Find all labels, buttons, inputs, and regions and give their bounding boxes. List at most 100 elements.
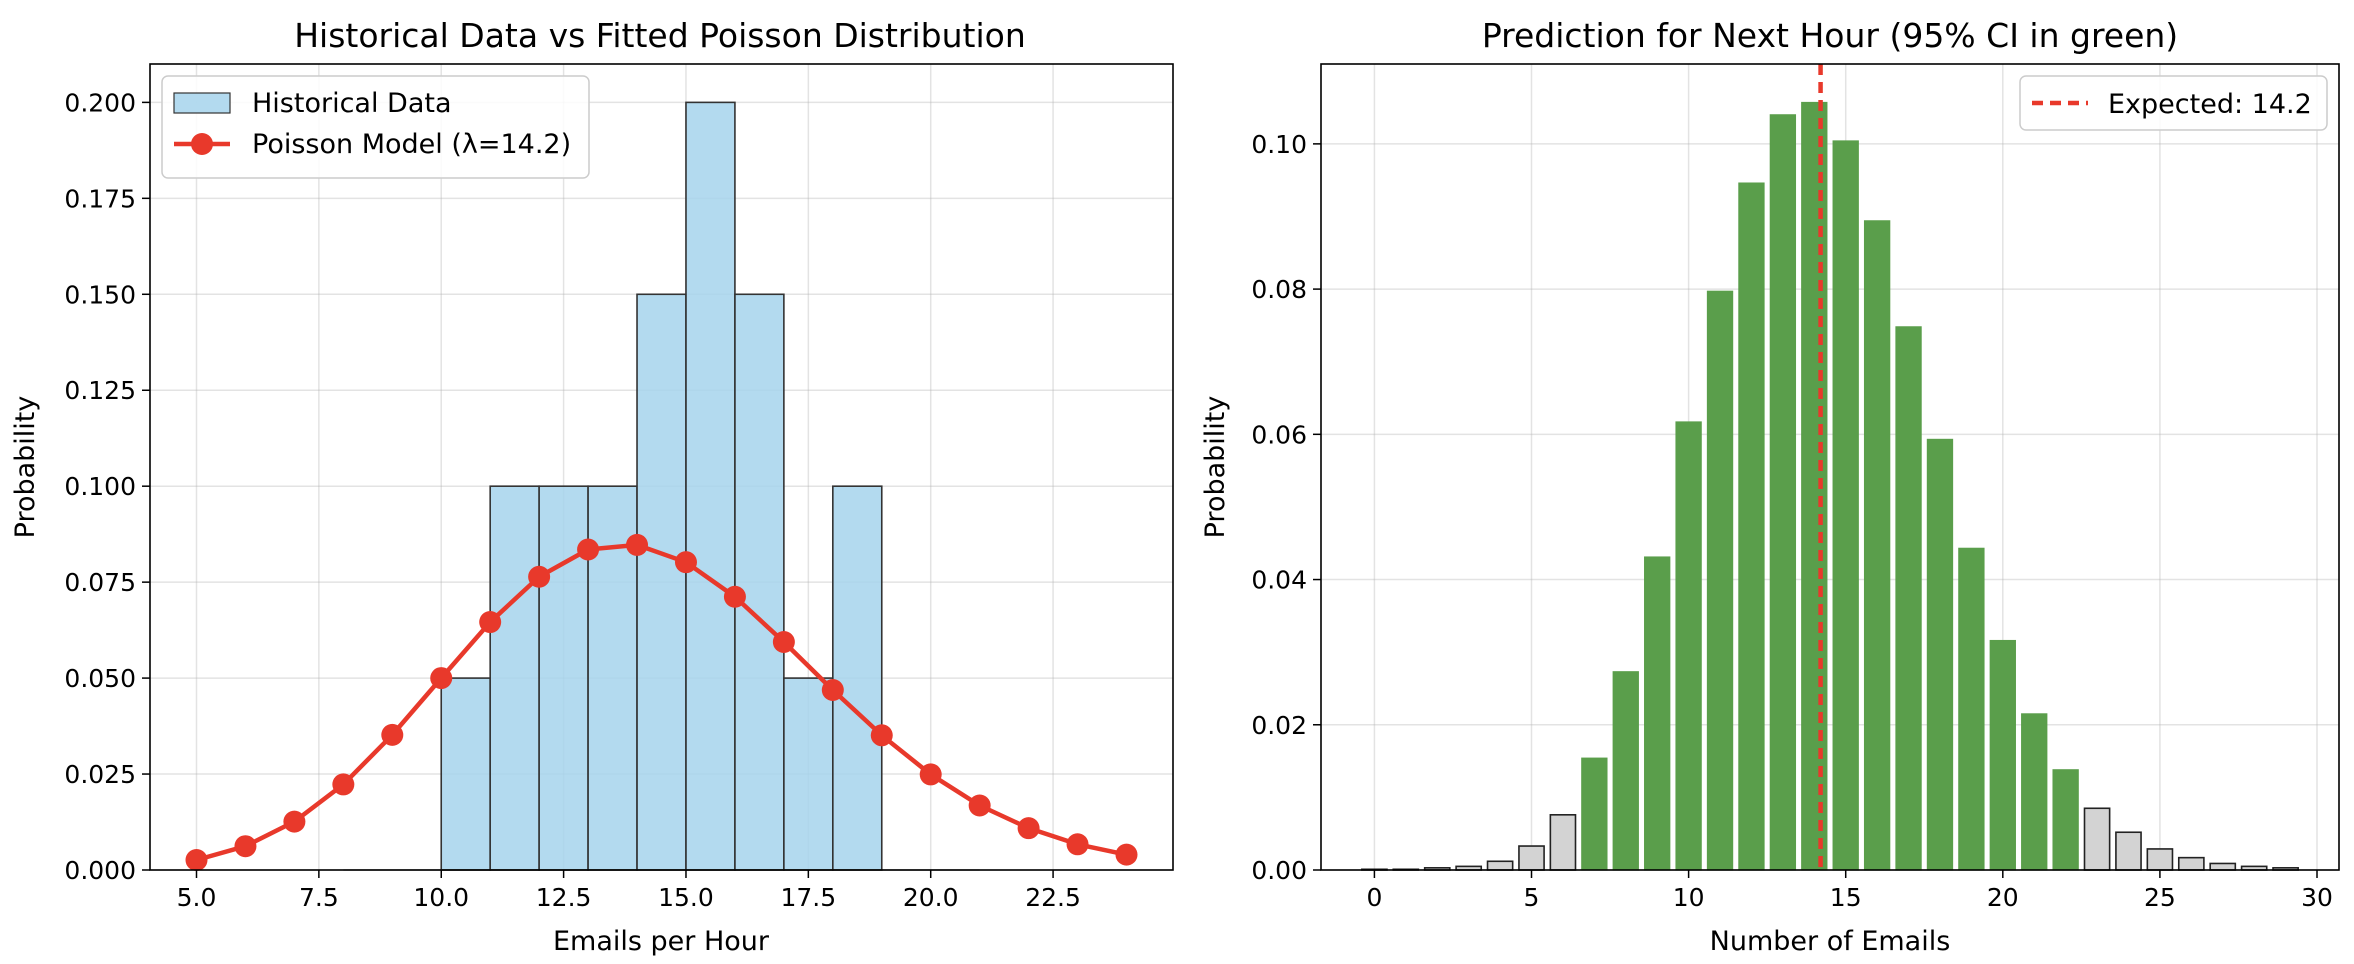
right-x-tick-label: 5	[1524, 883, 1540, 912]
left-x-axis-label: Emails per Hour	[553, 926, 770, 957]
outside-ci-bar	[2146, 848, 2174, 871]
left-y-tick-label: 0.175	[64, 184, 136, 213]
right-plot-frame	[1320, 63, 2340, 871]
poisson-point	[234, 835, 257, 858]
right-y-tick-label: 0.00	[1251, 856, 1307, 885]
poisson-point	[1066, 833, 1089, 856]
right-y-ticks: 0.00 0.02 0.04 0.06 0.08 0.10	[1251, 130, 1321, 885]
poisson-point	[919, 763, 942, 786]
ci-bar	[1738, 182, 1765, 871]
right-y-tick-label: 0.08	[1251, 275, 1307, 304]
legend-label-poisson: Poisson Model (λ=14.2)	[252, 129, 571, 160]
poisson-point	[723, 585, 746, 608]
histogram-bar	[685, 101, 736, 871]
left-chart-title: Historical Data vs Fitted Poisson Distri…	[294, 16, 1026, 55]
left-chart: Historical Data vs Fitted Poisson Distri…	[10, 16, 1174, 957]
left-y-tick-label: 0.150	[64, 280, 136, 309]
ci-bar	[1895, 326, 1922, 871]
poisson-point	[430, 667, 453, 690]
right-x-ticks: 0 5 10 15 20 25 30	[1366, 870, 2333, 912]
right-y-tick-label: 0.06	[1251, 420, 1307, 449]
ci-bar	[1801, 101, 1828, 871]
right-y-tick-label: 0.02	[1251, 711, 1307, 740]
poisson-point	[381, 723, 404, 746]
histogram-bar	[783, 677, 834, 871]
right-y-tick-label: 0.10	[1251, 130, 1307, 159]
left-y-tick-label: 0.125	[64, 376, 136, 405]
ci-bar	[1958, 547, 1985, 871]
poisson-point	[479, 611, 502, 634]
left-x-tick-label: 5.0	[177, 883, 217, 912]
poisson-point	[674, 551, 697, 574]
ci-bar	[1644, 556, 1671, 871]
left-x-tick-label: 7.5	[299, 883, 339, 912]
legend-label-historical: Historical Data	[252, 88, 452, 119]
left-x-tick-label: 12.5	[536, 883, 592, 912]
left-x-tick-label: 17.5	[781, 883, 837, 912]
poisson-point	[185, 849, 208, 872]
histogram-bar	[440, 677, 491, 871]
right-x-tick-label: 30	[2301, 883, 2333, 912]
histogram-bar	[489, 485, 540, 871]
right-grid	[1321, 64, 2339, 871]
histogram-bar	[636, 293, 687, 871]
right-x-tick-label: 20	[1987, 883, 2019, 912]
ci-bar	[1926, 438, 1954, 871]
left-y-axis-label: Probability	[10, 396, 41, 539]
left-x-tick-label: 10.0	[413, 883, 469, 912]
poisson-point	[968, 794, 991, 817]
outside-ci-bar	[2115, 831, 2142, 871]
poisson-point	[283, 810, 306, 833]
outside-ci-bar	[2083, 807, 2111, 871]
right-y-axis-label: Probability	[1200, 396, 1231, 539]
histogram-bar	[832, 485, 883, 871]
poisson-point	[772, 631, 795, 654]
poisson-point	[332, 773, 355, 796]
outside-ci-bar	[1549, 814, 1577, 871]
poisson-point	[870, 724, 893, 747]
right-legend: Expected: 14.2	[2019, 75, 2328, 131]
ci-bar	[1706, 290, 1734, 871]
outside-ci-bar	[1518, 845, 1545, 871]
left-x-tick-label: 15.0	[658, 883, 714, 912]
poisson-point	[1017, 817, 1040, 840]
left-y-tick-label: 0.075	[64, 568, 136, 597]
outside-ci-bar	[2209, 862, 2237, 871]
legend-marker-poisson	[191, 133, 213, 155]
left-y-tick-label: 0.200	[64, 88, 136, 117]
right-x-tick-label: 15	[1830, 883, 1862, 912]
ci-bar	[2021, 713, 2048, 871]
right-y-tick-label: 0.04	[1251, 566, 1307, 595]
right-chart: Prediction for Next Hour (95% CI in gree…	[1200, 16, 2340, 957]
right-legend-box	[2019, 75, 2328, 131]
right-x-tick-label: 0	[1366, 883, 1382, 912]
right-x-tick-label: 25	[2144, 883, 2176, 912]
poisson-point	[1115, 843, 1138, 866]
poisson-point	[626, 533, 649, 556]
right-x-tick-label: 10	[1673, 883, 1705, 912]
ci-bar	[2052, 769, 2079, 871]
legend-label-expected: Expected: 14.2	[2108, 89, 2312, 120]
ci-bar	[1612, 671, 1639, 871]
ci-bar	[1863, 220, 1891, 871]
poisson-point	[821, 678, 844, 701]
left-y-tick-label: 0.050	[64, 664, 136, 693]
left-y-tick-label: 0.000	[64, 856, 136, 885]
ci-bar	[1581, 757, 1608, 871]
outside-ci-bar	[2177, 856, 2205, 871]
ci-bar	[1675, 421, 1702, 871]
left-x-tick-label: 20.0	[903, 883, 959, 912]
poisson-point	[577, 538, 600, 561]
ci-bar	[1989, 639, 2016, 871]
right-x-axis-label: Number of Emails	[1710, 926, 1951, 957]
legend-swatch-historical	[173, 92, 231, 114]
left-poisson-series	[185, 533, 1138, 872]
ci-bar	[1769, 114, 1797, 871]
left-y-ticks: 0.000 0.025 0.050 0.075 0.100 0.125 0.150 0.175…	[64, 88, 150, 885]
poisson-point	[528, 565, 551, 588]
histogram-bar	[538, 485, 589, 871]
left-plot-frame	[149, 63, 1174, 871]
left-y-tick-label: 0.025	[64, 760, 136, 789]
ci-bar	[1832, 140, 1859, 871]
